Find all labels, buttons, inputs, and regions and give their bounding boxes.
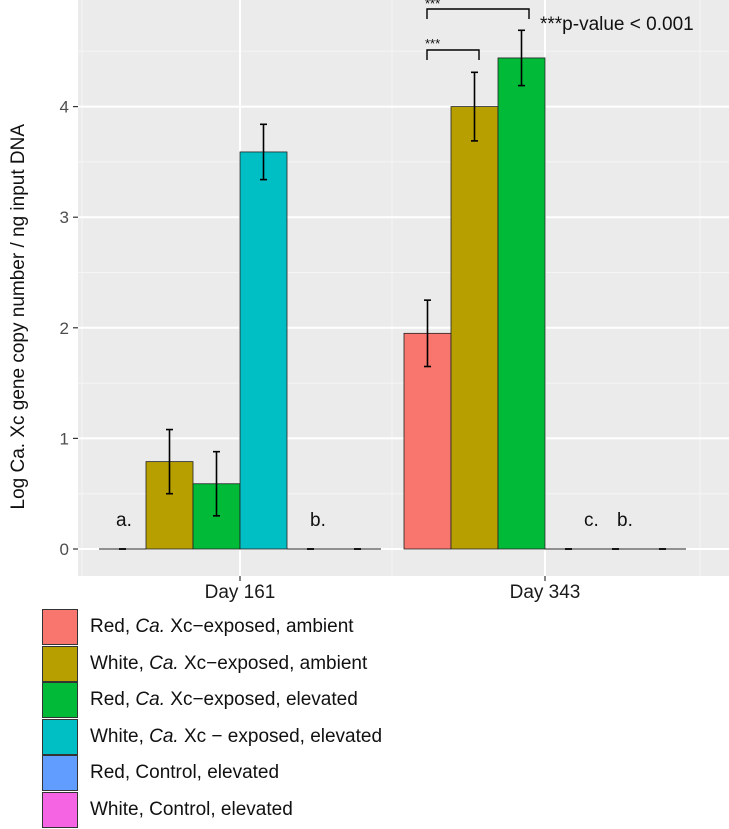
significance-stars: *** bbox=[425, 36, 440, 51]
annotation-label: b. bbox=[310, 510, 326, 531]
y-axis-title: Log Ca. Xc gene copy number / ng input D… bbox=[8, 124, 29, 510]
y-tick-label: 4 bbox=[60, 98, 69, 117]
legend-item: White, Ca. Xc−exposed, ambient bbox=[42, 645, 382, 683]
error-bars-layer bbox=[119, 29, 666, 550]
bar-chart: 0 1 2 3 4 Day 161 Day 343 Log Ca. Xc gene copy … bbox=[8, 0, 729, 603]
annotations-layer: a. b. c. b. *** *** ***p-value < 0.001 bbox=[116, 0, 694, 531]
legend-swatch bbox=[42, 682, 78, 719]
legend-label: Red, Ca. Xc−exposed, elevated bbox=[90, 689, 358, 711]
legend-swatch bbox=[42, 718, 78, 755]
annotation-label: a. bbox=[116, 510, 132, 531]
legend-label: Red, Control, elevated bbox=[90, 762, 280, 784]
significance-bracket bbox=[426, 8, 530, 19]
legend-item: White, Ca. Xc − exposed, elevated bbox=[42, 718, 383, 756]
legend-swatch bbox=[42, 791, 78, 828]
annotation-label: b. bbox=[617, 510, 633, 531]
bar bbox=[239, 151, 288, 550]
bar bbox=[450, 106, 499, 550]
y-tick-label: 0 bbox=[60, 540, 69, 559]
legend: Red, Ca. Xc−exposed, ambient White, Ca. … bbox=[42, 609, 382, 828]
annotation-label: c. bbox=[584, 510, 599, 531]
legend-item: White, Control, elevated bbox=[42, 791, 382, 829]
legend-label: Red, Ca. Xc−exposed, ambient bbox=[90, 616, 354, 638]
x-tick-label: Day 343 bbox=[510, 582, 581, 603]
significance-stars: *** bbox=[425, 0, 440, 11]
legend-swatch bbox=[42, 755, 78, 792]
y-tick-label: 2 bbox=[60, 319, 69, 338]
bar bbox=[497, 57, 546, 550]
legend-label: White, Ca. Xc−exposed, ambient bbox=[90, 652, 368, 674]
legend-label: White, Control, elevated bbox=[90, 798, 293, 820]
legend-item: Red, Ca. Xc−exposed, ambient bbox=[42, 609, 382, 646]
y-tick-label: 1 bbox=[60, 429, 69, 448]
significance-bracket bbox=[426, 49, 480, 60]
legend-item: Red, Ca. Xc−exposed, elevated bbox=[42, 682, 382, 719]
legend-item: Red, Control, elevated bbox=[42, 755, 382, 792]
axis-layer: 0 1 2 3 4 Day 161 Day 343 Log Ca. Xc gene copy … bbox=[8, 98, 580, 603]
significance-note: ***p-value < 0.001 bbox=[540, 14, 694, 35]
y-tick-label: 3 bbox=[60, 208, 69, 227]
legend-swatch bbox=[42, 609, 78, 646]
legend-label: White, Ca. Xc − exposed, elevated bbox=[90, 725, 383, 747]
legend-swatch bbox=[42, 645, 78, 682]
x-tick-label: Day 161 bbox=[205, 582, 276, 603]
